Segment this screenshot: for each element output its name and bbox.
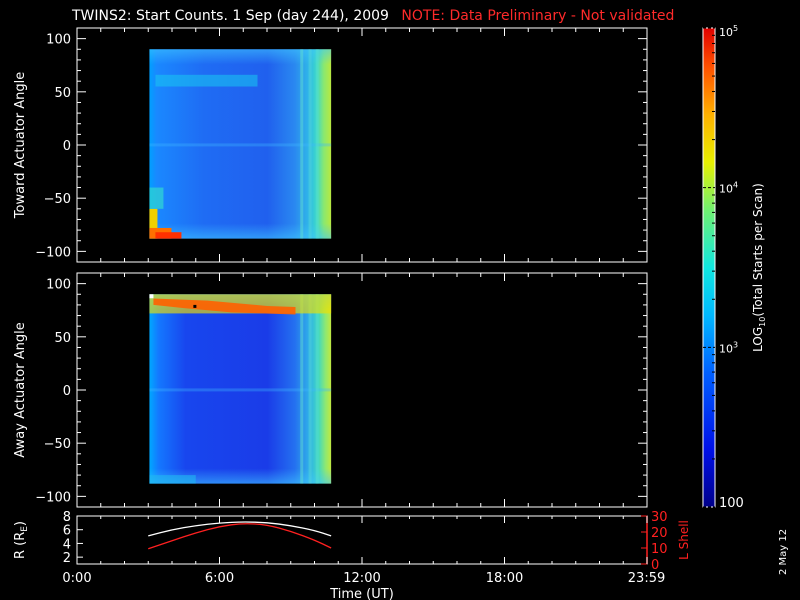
lshell-tick-label: 20 (651, 526, 668, 541)
heatmap-streak (300, 49, 304, 239)
colorbar-tick-label: 100 (719, 496, 744, 511)
r-axis-label: R (RE) (13, 521, 30, 559)
colorbar-label: LOG10(Total Starts per Scan) (751, 183, 767, 352)
heatmap-streak (300, 294, 304, 484)
heatmap-low-band (149, 475, 196, 484)
r-series-line (148, 521, 332, 537)
time-tick-label: 6:00 (205, 571, 234, 586)
colorbar-tick-label: 105 (719, 24, 738, 39)
colorbar-ticks: 100 103 104 105 (703, 24, 744, 511)
time-tick-label: 18:00 (486, 571, 523, 586)
heatmap-streak (315, 294, 319, 484)
y-tick-label: 100 (46, 278, 71, 293)
away-y-axis-label: Away Actuator Angle (13, 322, 28, 457)
y-tick-label: −50 (44, 437, 71, 452)
heatmap-zero-band (149, 388, 332, 392)
heatmap-hot-edge (149, 208, 158, 239)
title-text: TWINS2: Start Counts. 1 Sep (day 244), 2… (72, 8, 389, 24)
heatmap-dropout (193, 304, 197, 308)
y-tick-label: 0 (63, 384, 71, 399)
lshell-tick-label: 0 (651, 558, 659, 573)
lshell-axis-label: L Shell (677, 520, 691, 560)
time-tick-label: 0:00 (62, 571, 91, 586)
y-tick-label: −100 (35, 490, 71, 505)
heatmap-streak (315, 49, 319, 239)
heatmap-streak (308, 294, 312, 484)
away-x-ticks (76, 273, 648, 507)
away-y-axis: −100 −50 0 50 100 (35, 278, 647, 505)
away-heatmap-panel: −100 −50 0 50 100 Away Actuator Angle (13, 272, 648, 508)
y-tick-label: 50 (54, 86, 71, 101)
y-tick-label: −100 (35, 245, 71, 260)
date-stamp: 2 May 12 (778, 528, 789, 575)
colorbar-tick-label: 104 (719, 181, 738, 196)
lshell-tick-label: 30 (651, 510, 668, 525)
y-tick-label: 100 (46, 33, 71, 48)
r-tick-label: 2 (63, 551, 71, 566)
toward-y-axis-label: Toward Actuator Angle (13, 72, 28, 219)
toward-y-axis: −100 −50 0 50 100 (35, 33, 647, 260)
heatmap-zero-band (149, 143, 332, 147)
heatmap-hot-corner-core (155, 232, 182, 239)
r-tick-label: 6 (63, 524, 71, 539)
heatmap-hot-band (153, 298, 296, 315)
toward-heatmap-panel: −100 −50 0 50 100 Toward Actuator Angle (13, 27, 648, 263)
y-tick-label: 0 (63, 139, 71, 154)
colorbar-tick-label: 103 (719, 340, 738, 355)
time-axis-label: Time (UT) (329, 587, 394, 600)
time-tick-label: 23:59 (628, 571, 665, 586)
chart-title: TWINS2: Start Counts. 1 Sep (day 244), 2… (72, 8, 674, 24)
r-tick-label: 4 (63, 537, 71, 552)
heatmap-60deg-band (155, 74, 258, 87)
orbit-plot-frame (76, 515, 648, 565)
lshell-series-line (148, 523, 332, 550)
lshell-tick-label: 10 (651, 542, 668, 557)
preliminary-warning: NOTE: Data Preliminary - Not validated (401, 8, 675, 24)
time-axis: 0:00 6:00 12:00 18:00 23:59 (62, 516, 665, 586)
toward-x-ticks (76, 28, 648, 262)
heatmap-warm-edge (149, 187, 164, 209)
away-heatmap-image (149, 294, 332, 484)
r-tick-label: 8 (63, 510, 71, 525)
heatmap-streak (308, 49, 312, 239)
y-tick-label: 50 (54, 331, 71, 346)
colorbar: 100 103 104 105 LOG10(Total Starts per Scan… (702, 24, 767, 511)
time-tick-label: 12:00 (343, 571, 380, 586)
colorbar-gradient (702, 27, 716, 508)
toward-heatmap-image (149, 49, 332, 239)
y-tick-label: −50 (44, 192, 71, 207)
heatmap-marker (149, 294, 154, 299)
